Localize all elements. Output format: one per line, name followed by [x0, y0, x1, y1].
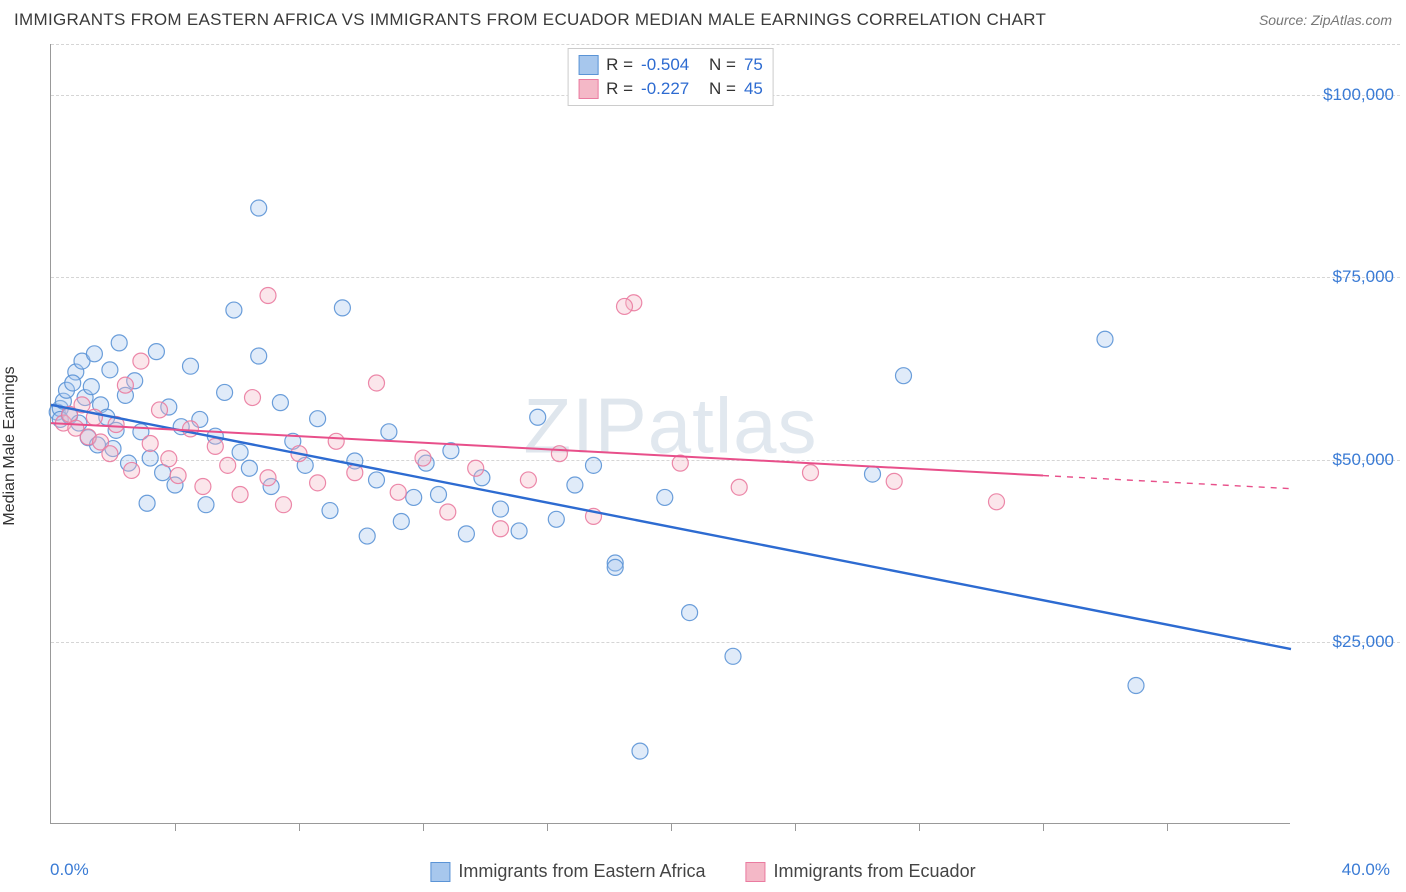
legend-item-series-a: Immigrants from Eastern Africa	[430, 861, 705, 882]
data-point	[220, 457, 236, 473]
data-point	[161, 451, 177, 467]
data-point	[217, 384, 233, 400]
data-point	[241, 460, 257, 476]
data-point	[198, 497, 214, 513]
data-point	[207, 438, 223, 454]
data-point	[276, 497, 292, 513]
y-tick-label: $50,000	[1333, 450, 1394, 470]
data-point	[226, 302, 242, 318]
legend-item-series-b: Immigrants from Ecuador	[746, 861, 976, 882]
data-point	[195, 478, 211, 494]
data-point	[682, 605, 698, 621]
data-point	[260, 287, 276, 303]
data-point	[328, 433, 344, 449]
data-point	[865, 466, 881, 482]
data-point	[632, 743, 648, 759]
data-point	[989, 494, 1005, 510]
data-point	[260, 470, 276, 486]
data-point	[548, 511, 564, 527]
data-point	[458, 526, 474, 542]
data-point	[142, 450, 158, 466]
data-point	[725, 648, 741, 664]
data-point	[406, 489, 422, 505]
data-point	[369, 375, 385, 391]
y-tick-label: $75,000	[1333, 267, 1394, 287]
x-axis-min-label: 0.0%	[50, 860, 89, 880]
data-point	[152, 402, 168, 418]
data-point	[493, 521, 509, 537]
data-point	[1128, 677, 1144, 693]
data-point	[567, 477, 583, 493]
data-point	[731, 479, 747, 495]
correlation-legend: R = -0.504 N = 75 R = -0.227 N = 45	[567, 48, 774, 106]
plot-svg	[51, 44, 1290, 823]
data-point	[251, 348, 267, 364]
data-point	[431, 487, 447, 503]
data-point	[111, 335, 127, 351]
data-point	[359, 528, 375, 544]
data-point	[886, 473, 902, 489]
data-point	[551, 446, 567, 462]
data-point	[511, 523, 527, 539]
trend-line	[51, 405, 1291, 649]
data-point	[1097, 331, 1113, 347]
data-point	[139, 495, 155, 511]
data-point	[607, 559, 623, 575]
data-point	[520, 472, 536, 488]
source-attribution: Source: ZipAtlas.com	[1259, 12, 1392, 28]
data-point	[493, 501, 509, 517]
trend-line-extrapolated	[1043, 476, 1291, 489]
data-point	[415, 450, 431, 466]
data-point	[468, 460, 484, 476]
data-point	[617, 298, 633, 314]
scatter-plot-area: ZIPatlas $25,000$50,000$75,000$100,000 R…	[50, 44, 1290, 824]
data-point	[83, 379, 99, 395]
data-point	[170, 468, 186, 484]
data-point	[381, 424, 397, 440]
data-point	[322, 503, 338, 519]
legend-row-series-a: R = -0.504 N = 75	[578, 53, 763, 77]
data-point	[586, 457, 602, 473]
data-point	[310, 411, 326, 427]
data-point	[530, 409, 546, 425]
data-point	[245, 390, 261, 406]
data-point	[232, 487, 248, 503]
y-tick-label: $25,000	[1333, 632, 1394, 652]
data-point	[124, 462, 140, 478]
y-axis-title: Median Male Earnings	[1, 366, 19, 525]
data-point	[251, 200, 267, 216]
series-legend: Immigrants from Eastern Africa Immigrant…	[430, 861, 975, 882]
data-point	[334, 300, 350, 316]
data-point	[133, 353, 149, 369]
data-point	[102, 446, 118, 462]
data-point	[347, 465, 363, 481]
data-point	[86, 346, 102, 362]
data-point	[183, 358, 199, 374]
x-axis-max-label: 40.0%	[1342, 860, 1390, 880]
data-point	[142, 435, 158, 451]
data-point	[440, 504, 456, 520]
chart-title: IMMIGRANTS FROM EASTERN AFRICA VS IMMIGR…	[14, 10, 1046, 30]
trend-line	[51, 423, 1043, 475]
data-point	[272, 395, 288, 411]
data-point	[65, 375, 81, 391]
data-point	[803, 465, 819, 481]
legend-row-series-b: R = -0.227 N = 45	[578, 77, 763, 101]
data-point	[369, 472, 385, 488]
data-point	[310, 475, 326, 491]
data-point	[393, 513, 409, 529]
data-point	[390, 484, 406, 500]
data-point	[117, 377, 133, 393]
data-point	[102, 362, 118, 378]
data-point	[148, 344, 164, 360]
y-tick-label: $100,000	[1323, 85, 1394, 105]
data-point	[232, 444, 248, 460]
data-point	[657, 489, 673, 505]
data-point	[896, 368, 912, 384]
